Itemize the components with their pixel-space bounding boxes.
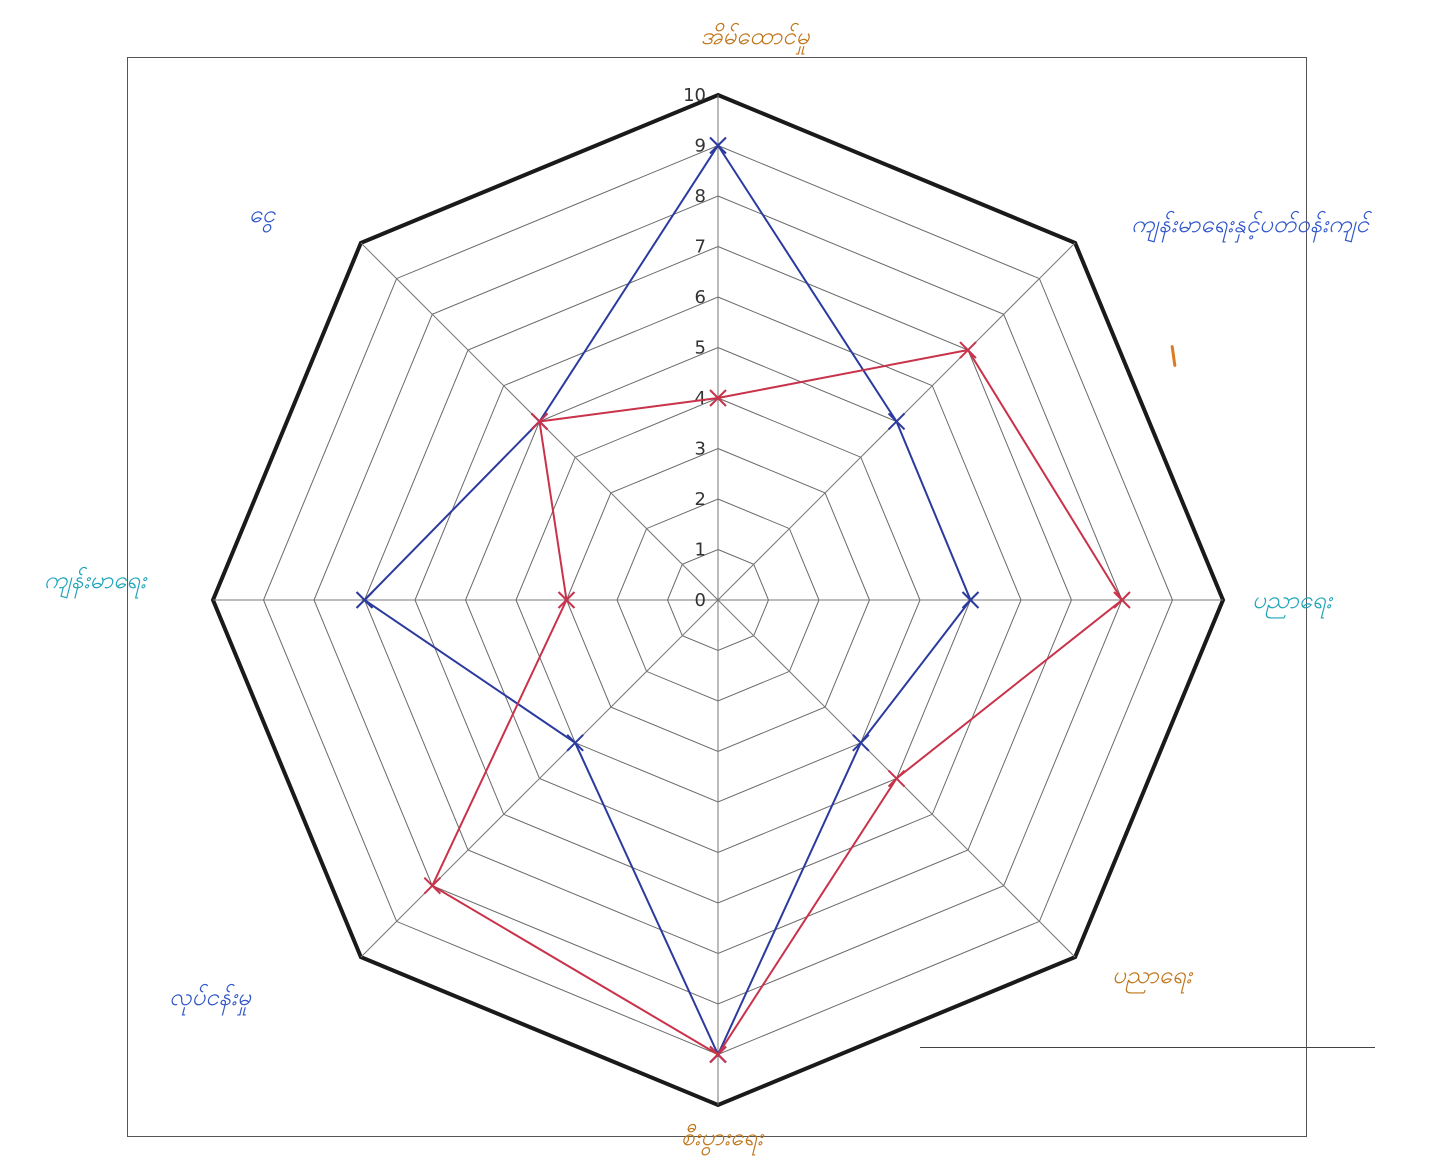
axis-label: အိမ်ထောင်မှု (701, 22, 811, 55)
data-point (961, 591, 980, 609)
margin-rule (920, 1047, 1375, 1048)
tick-label: 7 (695, 237, 706, 258)
data-point (887, 769, 906, 788)
tick-label: 6 (695, 287, 706, 308)
radar-spoke (360, 599, 719, 958)
data-point (852, 734, 870, 752)
tick-label: 4 (695, 388, 706, 409)
tick-label: 5 (695, 338, 706, 359)
axis-label: စီးပွားရေး (681, 1123, 765, 1156)
data-point (566, 734, 584, 752)
chart-frame (127, 57, 1307, 1137)
data-point (557, 591, 576, 609)
data-point (530, 412, 549, 431)
axis-label: ပညာရေး (1252, 586, 1334, 619)
data-point (959, 341, 977, 359)
data-point (709, 389, 727, 407)
tick-label: 1 (695, 540, 706, 561)
tick-label: 0 (695, 590, 706, 611)
tick-label: 8 (695, 186, 706, 207)
radar-series (355, 136, 1131, 1064)
data-point (423, 876, 442, 895)
tick-label: 2 (695, 489, 706, 510)
axis-label: ပညာရေး (1112, 961, 1194, 994)
data-point (355, 591, 374, 609)
tick-label: 9 (695, 136, 706, 157)
tick-label: 10 (683, 85, 706, 106)
axis-label: ကျန်းမာရေးနှင့်ပတ်ဝန်းကျင် (1131, 210, 1373, 243)
radar-axis-labels: အိမ်ထောင်မှုကျန်းမာရေးနှင့်ပတ်ဝန်းကျင်ပည… (44, 22, 1373, 1156)
data-point (1113, 591, 1131, 609)
data-point (887, 412, 906, 431)
axis-label: ငွေ (249, 200, 276, 233)
axis-label: လုပ်ငန်းမှု (169, 983, 252, 1016)
radar-tick-labels: 0 1 2 3 4 5 6 7 8 9 10 (683, 85, 706, 611)
data-point (709, 1045, 727, 1064)
axis-label: ကျန်းမာရေး (44, 566, 148, 599)
tick-label: 3 (695, 439, 706, 460)
data-point (709, 136, 727, 155)
series-line (431, 348, 1124, 1056)
